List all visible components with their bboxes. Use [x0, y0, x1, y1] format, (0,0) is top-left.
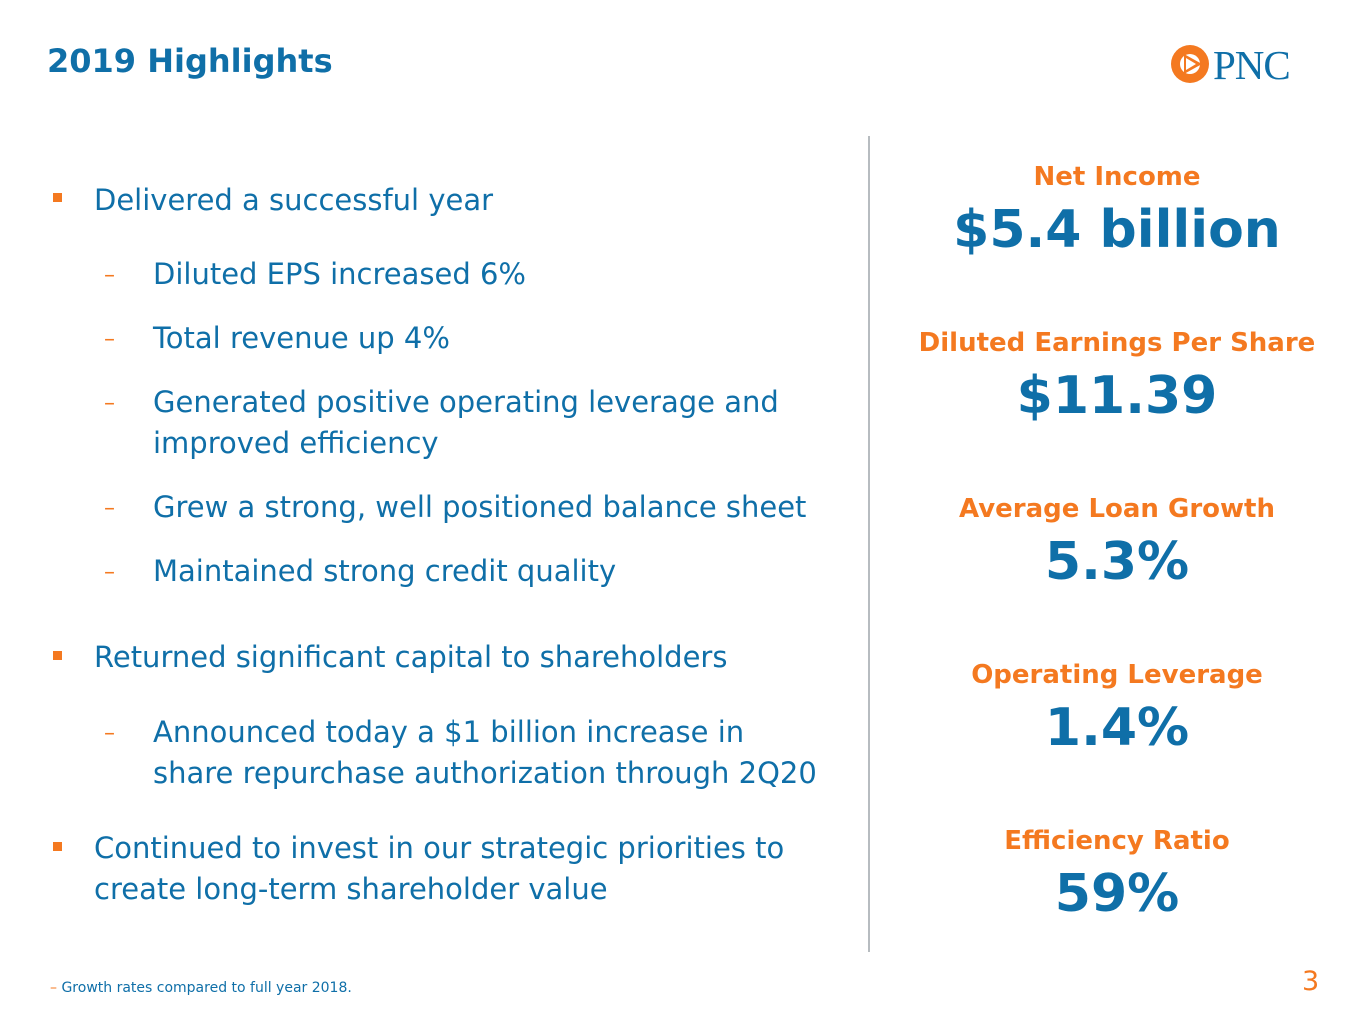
sub-bullet-item: Announced today a $1 billion increase in [153, 715, 745, 749]
column-divider [868, 136, 870, 952]
metric-value-efficiency-ratio: 59% [1054, 864, 1180, 924]
bullet-item-cont: create long-term shareholder value [94, 872, 608, 906]
bullet-item: Returned significant capital to sharehol… [94, 640, 728, 674]
sub-bullet-item: Total revenue up 4% [153, 321, 450, 355]
page-title: 2019 Highlights [47, 42, 333, 80]
metric-value-net-income: $5.4 billion [953, 200, 1281, 260]
sub-bullet-item: Diluted EPS increased 6% [153, 257, 526, 291]
sub-bullet-item: Maintained strong credit quality [153, 554, 617, 588]
bullet-item: Continued to invest in our strategic pri… [94, 831, 785, 865]
footnote-dash: – [50, 980, 57, 996]
page-number: 3 [1302, 966, 1320, 997]
metric-value-eps: $11.39 [1016, 366, 1218, 426]
sub-bullet-item-cont: share repurchase authorization through 2… [153, 756, 817, 790]
pnc-logo-icon [1171, 45, 1209, 83]
metric-label-net-income: Net Income [1033, 162, 1201, 192]
square-bullet-icon [53, 842, 62, 851]
dash-bullet-icon: – [104, 560, 115, 585]
dash-bullet-icon: – [104, 263, 115, 288]
footnote-text: Growth rates compared to full year 2018. [61, 980, 352, 996]
pnc-logo: PNC [1170, 40, 1322, 90]
metric-label-eps: Diluted Earnings Per Share [918, 328, 1316, 358]
sub-bullet-item-cont: improved efficiency [153, 426, 439, 460]
dash-bullet-icon: – [104, 327, 115, 352]
logo-wordmark: PNC [1213, 42, 1291, 88]
sub-bullet-item: Grew a strong, well positioned balance s… [153, 490, 807, 524]
metric-value-loan-growth: 5.3% [1044, 532, 1190, 592]
square-bullet-icon [53, 193, 62, 202]
square-bullet-icon [53, 651, 62, 660]
metric-value-operating-leverage: 1.4% [1044, 698, 1190, 758]
dash-bullet-icon: – [104, 721, 115, 746]
metric-label-operating-leverage: Operating Leverage [971, 660, 1263, 690]
bullet-item: Delivered a successful year [94, 183, 494, 217]
footnote: – Growth rates compared to full year 201… [50, 980, 352, 996]
metric-label-efficiency-ratio: Efficiency Ratio [1004, 826, 1230, 856]
dash-bullet-icon: – [104, 391, 115, 416]
dash-bullet-icon: – [104, 496, 115, 521]
sub-bullet-item: Generated positive operating leverage an… [153, 385, 779, 419]
metric-label-loan-growth: Average Loan Growth [959, 494, 1275, 524]
